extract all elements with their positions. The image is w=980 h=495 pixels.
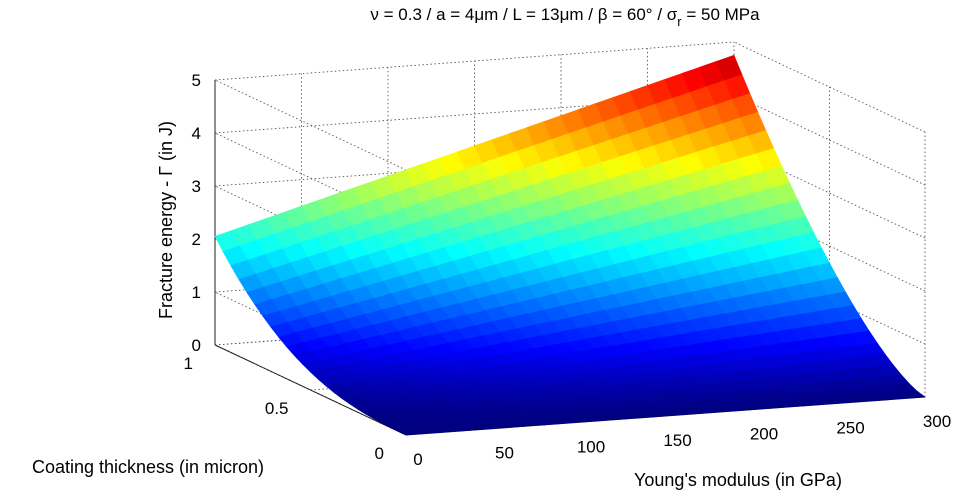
- x-tick-label: 200: [750, 425, 778, 444]
- z-tick-label: 1: [192, 283, 201, 302]
- surface-patch: [898, 390, 926, 399]
- z-axis-label: Fracture energy - Γ (in J): [156, 121, 176, 319]
- x-tick-label: 0: [413, 450, 422, 469]
- surface-mesh: [214, 54, 926, 436]
- y-tick-labels: 00.51: [184, 354, 384, 463]
- chart-title: ν = 0.3 / a = 4μm / L = 13μm / β = 60° /…: [370, 5, 760, 29]
- x-tick-label: 50: [495, 444, 514, 463]
- x-tick-label: 300: [923, 412, 951, 431]
- x-axis-label: Young's modulus (in GPa): [634, 470, 842, 490]
- z-tick-label: 0: [192, 336, 201, 355]
- y-axis-label: Coating thickness (in micron): [32, 457, 264, 477]
- x-tick-label: 100: [577, 437, 605, 456]
- y-tick-label: 0.5: [265, 399, 289, 418]
- x-tick-labels: 0 50 100 150 200 250 300: [413, 412, 951, 469]
- x-tick-label: 150: [663, 431, 691, 450]
- z-tick-label: 4: [192, 124, 201, 143]
- y-tick-label: 0: [375, 444, 384, 463]
- y-axis-line: [214, 344, 407, 436]
- x-tick-label: 250: [836, 418, 864, 437]
- grid-line: [214, 41, 735, 81]
- z-tick-label: 2: [192, 230, 201, 249]
- y-tick-label: 1: [184, 354, 193, 373]
- z-tick-label: 3: [192, 177, 201, 196]
- grid-line: [214, 79, 407, 171]
- z-tick-label: 5: [192, 71, 201, 90]
- z-tick-labels: 0 1 2 3 4 5: [192, 71, 201, 355]
- grid-line: [214, 94, 735, 134]
